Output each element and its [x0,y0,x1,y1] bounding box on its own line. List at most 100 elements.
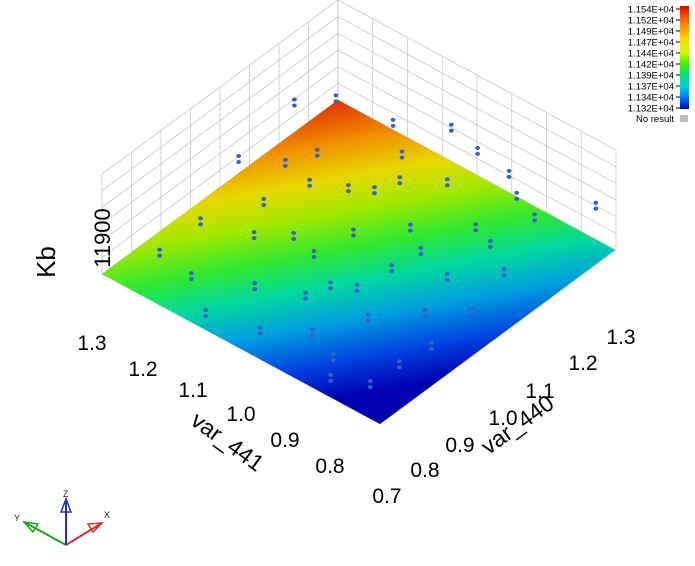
sample-point [354,282,360,287]
sample-point [292,97,297,102]
grid-line [337,0,617,151]
sample-point [389,269,395,274]
grid-line [337,99,617,251]
sample-point [506,168,512,173]
colorbar-label: 1.142E+04 [628,60,674,71]
sample-point [203,308,208,313]
box-grid [101,0,617,425]
sample-point [418,246,424,251]
sample-point [261,196,267,201]
colorbar-label: 1.147E+04 [628,38,674,49]
sample-point [397,365,402,370]
sample-point [314,153,320,158]
sample-point [390,117,396,122]
grid-line [101,49,339,225]
colorbar-gradient [680,6,689,109]
sample-point [252,281,258,286]
sample-point [389,263,395,268]
z-axis-group: Kb 11900 [31,208,115,278]
sample-point [328,372,334,377]
grid-line [101,83,339,258]
sample-point [257,331,263,336]
sample-point [261,202,267,207]
sample-point [501,273,507,278]
sample-point [314,147,320,152]
sample-point [399,155,405,160]
sample-point [252,287,258,292]
no-result-label: No result [636,114,674,125]
sample-point [236,154,242,159]
sample-point [397,181,403,186]
sample-point [310,327,315,332]
grid-line [337,16,617,168]
sample-point [469,312,475,317]
no-result-swatch [680,115,688,122]
sample-point [448,128,454,133]
var441-tick-label: 1.3 [77,332,106,355]
sample-point [473,222,479,227]
sample-point [367,385,373,390]
var440-tick-labels: 0.7 0.8 0.9 1.0 1.1 1.2 1.3 [372,326,635,508]
sample-point [444,278,450,283]
sample-point [475,151,480,156]
sample-point [346,189,351,194]
var440-tick-label: 0.7 [372,485,401,508]
colorbar-label: 1.144E+04 [628,49,674,60]
sample-point [475,145,480,150]
var441-tick-label: 1.0 [226,403,255,426]
sample-point [330,352,336,357]
sample-point [469,306,475,311]
grid-line [337,66,617,218]
sample-point [307,183,313,188]
sample-point [397,359,402,364]
sample-point [501,267,507,272]
sample-point [448,122,454,127]
sample-point [198,222,204,227]
sample-point [257,325,263,330]
var441-tick-label: 0.9 [270,429,299,452]
sample-point [328,280,333,285]
sample-point [514,190,520,195]
sample-point [291,236,297,241]
var440-tick-label: 0.8 [410,459,439,482]
triad-z-label: Z [63,489,69,499]
grid-line [101,66,339,241]
colorbar-label: 1.139E+04 [628,71,674,82]
sample-point [311,254,317,259]
grid-line [101,33,339,208]
sample-point [444,183,450,188]
sample-point [303,296,308,301]
y-arrow-head [22,520,40,534]
sample-point [282,157,288,162]
sample-point [473,228,479,233]
grid-line [101,16,339,191]
sample-point [157,253,163,258]
colorbar-legend: 1.154E+041.152E+041.149E+041.147E+041.14… [628,5,689,125]
sample-point [291,230,297,235]
z-tick-label: 11900 [90,208,115,268]
colorbar-label: 1.152E+04 [628,16,674,27]
x-arrow-head [86,522,104,534]
sample-point [251,230,257,235]
response-surface [102,100,615,424]
sample-point [292,103,297,108]
sample-point [428,346,434,351]
sample-point [397,175,403,180]
sample-point [189,277,194,282]
colorbar-label: 1.132E+04 [628,104,674,115]
sample-point [506,174,512,179]
colorbar-label: 1.149E+04 [628,27,674,38]
sample-point [408,222,413,227]
sample-point [282,163,288,168]
sample-point [328,286,333,291]
sample-point [488,244,493,249]
sample-point [422,307,428,312]
sample-point [303,290,308,295]
var440-tick-label: 0.9 [445,434,474,457]
sample-point [251,236,257,241]
grid-line [101,0,339,175]
var441-tick-label: 1.1 [178,379,207,402]
sample-point [333,99,339,104]
colorbar-label: 1.154E+04 [628,5,674,16]
